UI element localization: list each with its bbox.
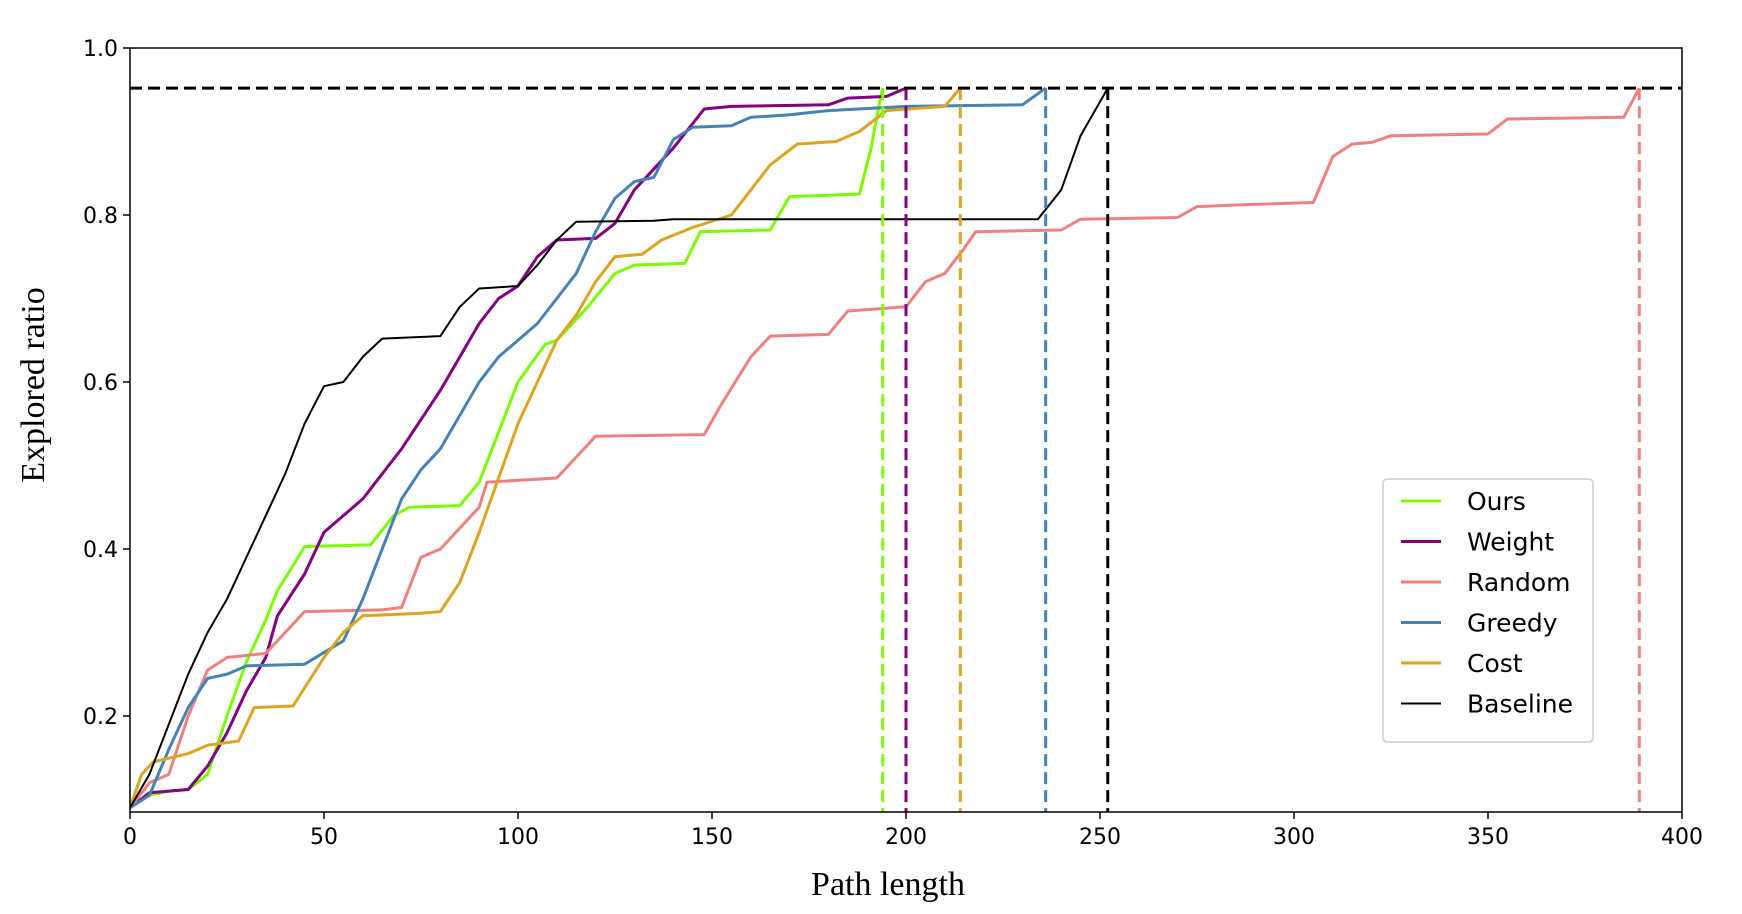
series-line-baseline: [130, 87, 1109, 809]
y-tick-label: 0.2: [83, 705, 118, 730]
legend: Ours Weight Random Greedy Cost Baseline: [1382, 478, 1594, 743]
legend-label-baseline: Baseline: [1467, 690, 1573, 719]
y-tick-label: 0.4: [83, 538, 118, 563]
series-line-greedy: [130, 86, 1047, 810]
y-tick-label: 0.6: [83, 371, 118, 396]
x-tick-label: 400: [1661, 825, 1703, 850]
legend-label-random: Random: [1467, 568, 1571, 597]
x-tick-label: 150: [691, 825, 733, 850]
x-axis-label: Path length: [811, 866, 965, 903]
axes: 0 50 100 150 200 250 300 350 400 0.2 0.4 0.6 0.8 1.0: [83, 37, 1703, 850]
x-tick-label: 50: [310, 825, 338, 850]
x-tick-label: 350: [1467, 825, 1509, 850]
y-tick-label: 1.0: [83, 37, 118, 62]
series-line-ours: [130, 87, 885, 810]
x-tick-label: 200: [885, 825, 927, 850]
x-tick-label: 0: [123, 825, 137, 850]
y-tick-label: 0.8: [83, 204, 118, 229]
series-line-random: [130, 87, 1641, 809]
x-tick-label: 300: [1273, 825, 1315, 850]
x-tick-label: 250: [1079, 825, 1121, 850]
legend-label-greedy: Greedy: [1467, 609, 1558, 638]
x-tick-label: 100: [497, 825, 539, 850]
legend-label-cost: Cost: [1467, 649, 1523, 678]
legend-label-ours: Ours: [1467, 487, 1526, 516]
legend-label-weight: Weight: [1467, 528, 1554, 557]
plot-area: [130, 86, 1682, 812]
y-axis-label: Explored ratio: [15, 287, 52, 482]
series-line-cost: [130, 87, 962, 809]
legend-box: [1382, 478, 1594, 743]
